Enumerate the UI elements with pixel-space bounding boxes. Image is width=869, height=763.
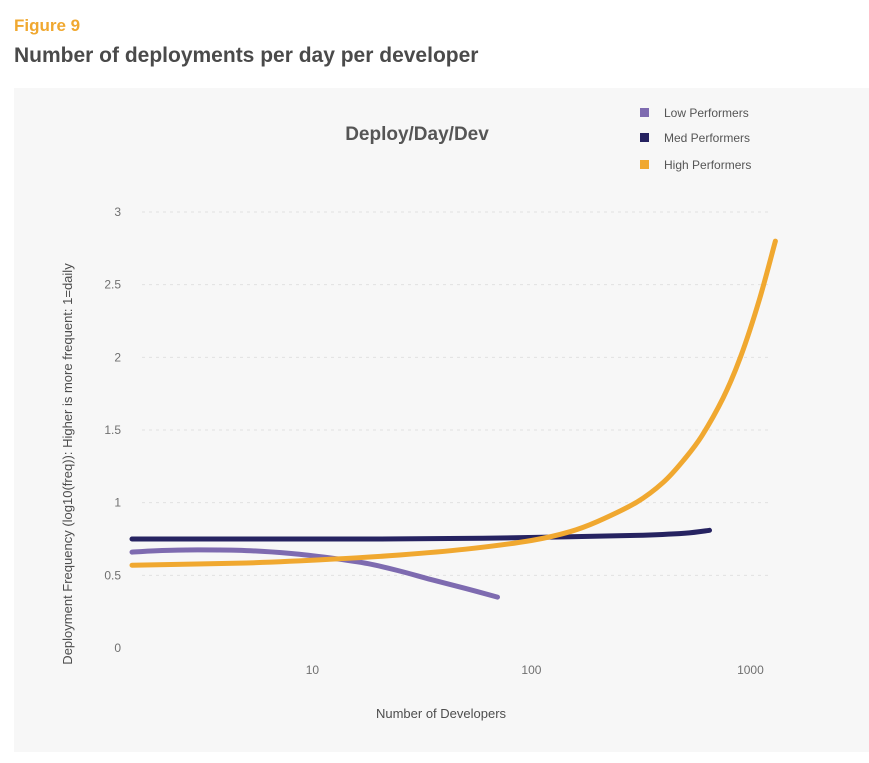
series-line-low-performers xyxy=(129,547,500,600)
legend-swatch-low xyxy=(640,108,649,117)
x-tick-labels: 10 100 1000 xyxy=(306,663,764,677)
series-line-high-performers xyxy=(129,238,778,568)
y-axis-label: Deployment Frequency (log10(freq)): High… xyxy=(60,263,75,665)
figure-label: Figure 9 xyxy=(14,16,81,35)
y-tick-label: 0 xyxy=(114,641,121,655)
chart-panel: 0 0.5 1 1.5 2 2.5 3 10 100 1000 Deploy/Day/Dev N… xyxy=(14,88,869,752)
x-tick-label: 10 xyxy=(306,663,320,677)
legend-label-high: High Performers xyxy=(664,158,751,172)
y-tick-label: 2 xyxy=(114,350,121,364)
x-tick-label: 100 xyxy=(521,663,541,677)
y-tick-label: 1 xyxy=(114,496,121,510)
chart-svg: 0 0.5 1 1.5 2 2.5 3 10 100 1000 Deploy/Day/Dev N… xyxy=(60,106,778,721)
series-line-med-performers xyxy=(129,527,712,542)
y-tick-label: 2.5 xyxy=(104,278,121,292)
x-axis-label: Number of Developers xyxy=(376,706,507,721)
grid-layer xyxy=(142,211,769,576)
x-tick-label: 1000 xyxy=(737,663,764,677)
y-tick-label: 1.5 xyxy=(104,423,121,437)
y-tick-label: 3 xyxy=(114,205,121,219)
y-tick-labels: 0 0.5 1 1.5 2 2.5 3 xyxy=(104,205,121,655)
y-tick-label: 0.5 xyxy=(104,568,121,582)
legend-label-low: Low Performers xyxy=(664,106,749,120)
legend-swatch-med xyxy=(640,133,649,142)
legend-swatch-high xyxy=(640,160,649,169)
figure-title: Number of deployments per day per develo… xyxy=(14,44,479,67)
chart-title: Deploy/Day/Dev xyxy=(345,124,489,145)
legend-label-med: Med Performers xyxy=(664,131,750,145)
series-layer xyxy=(129,238,778,600)
legend: Low Performers Med Performers High Perfo… xyxy=(640,106,751,172)
